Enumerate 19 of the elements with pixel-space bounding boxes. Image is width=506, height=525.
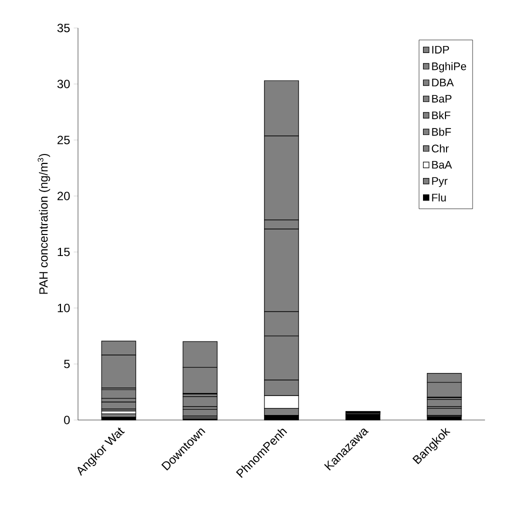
legend-label: BaP [432,94,452,103]
y-axis-title: PAH concentration (ng/m$^{3}$) [38,154,50,294]
legend-label: BkF [432,111,450,120]
y-tick-label: 15 [58,248,70,256]
legend-label: BbF [432,128,451,136]
y-tick-label: 35 [57,24,70,32]
y-tick-label: 10 [58,304,70,312]
legend-label: Chr [432,144,449,152]
legend-label: Flu [432,193,446,202]
legend-label: BaA [432,161,452,169]
y-tick-label: 25 [58,136,70,144]
legend-label: BghiPe [432,62,466,72]
y-tick-label: 30 [57,80,70,88]
legend-label: IDP [432,46,449,54]
legend-label: Pyr [432,177,448,188]
y-tick-label: 5 [64,360,70,368]
legend-label: DBA [432,78,454,86]
y-tick-label: 0 [64,416,70,424]
y-tick-label: 20 [58,192,70,200]
